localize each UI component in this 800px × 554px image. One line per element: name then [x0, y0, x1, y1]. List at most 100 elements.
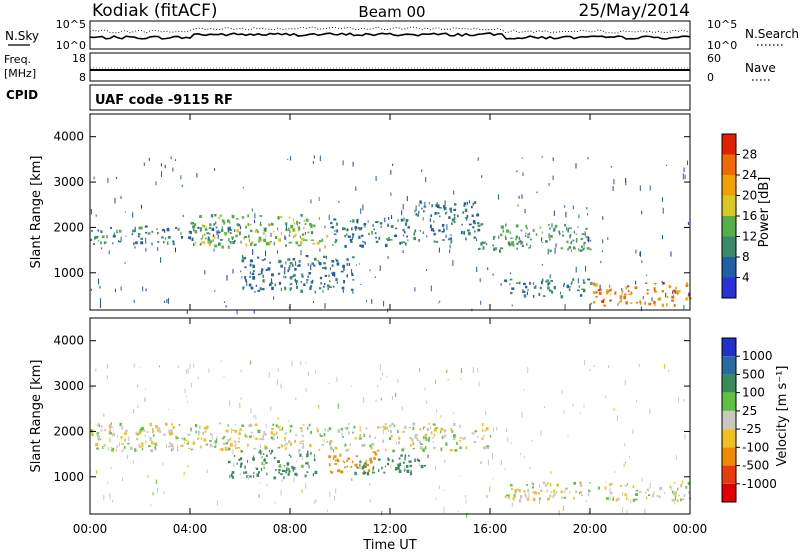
power-cell — [550, 234, 553, 238]
power-cell — [572, 278, 575, 281]
power-cell — [554, 224, 558, 228]
velocity-cell — [346, 459, 348, 462]
velocity-cell — [90, 429, 94, 433]
velocity-cell — [238, 437, 241, 440]
velocity-cell — [624, 379, 626, 386]
power-cell — [120, 236, 122, 242]
velocity-cell — [104, 428, 107, 432]
power-cell — [284, 266, 286, 273]
velocity-cell — [504, 495, 507, 498]
power-cell — [502, 229, 504, 233]
velocity-colorbar-segment — [722, 465, 736, 484]
freq-label: Freq. — [4, 53, 31, 66]
power-cell — [213, 236, 216, 239]
power-cell — [565, 211, 567, 218]
power-cell — [163, 241, 165, 244]
power-cell — [107, 177, 109, 183]
velocity-cell — [119, 442, 120, 447]
power-cell — [417, 213, 419, 217]
power-cell — [564, 224, 567, 227]
velocity-cell — [422, 426, 426, 428]
power-cell — [352, 219, 355, 223]
velocity-cell — [255, 414, 257, 420]
x-tick-label: 16:00 — [473, 522, 508, 536]
power-cell — [263, 227, 267, 232]
velocity-cell — [625, 461, 627, 464]
velocity-cell — [198, 431, 200, 437]
power-cell — [374, 276, 376, 278]
power-cell — [144, 225, 148, 228]
velocity-cell — [517, 488, 520, 492]
power-cell — [563, 284, 565, 288]
velocity-cell — [232, 448, 234, 455]
velocity-cell — [383, 471, 386, 474]
velocity-cell — [171, 448, 173, 452]
power-cell — [355, 229, 357, 231]
velocity-cell — [449, 449, 453, 452]
velocity-cell — [405, 469, 407, 472]
velocity-cell — [556, 483, 559, 487]
power-cell — [245, 278, 247, 282]
velocity-cell — [247, 460, 249, 463]
velocity-cell — [157, 488, 158, 493]
power-cell — [639, 251, 641, 256]
power-cell — [642, 296, 644, 299]
velocity-cell — [684, 433, 686, 440]
power-cell — [310, 280, 313, 284]
power-cell — [516, 242, 519, 245]
velocity-cell — [253, 455, 254, 458]
power-cell — [336, 229, 339, 232]
velocity-cell — [199, 445, 202, 449]
power-cell — [467, 229, 470, 232]
velocity-cell — [345, 449, 348, 452]
velocity-cell — [106, 375, 108, 380]
velocity-cell — [677, 494, 680, 497]
power-cell — [581, 288, 585, 291]
velocity-cell — [280, 473, 283, 476]
power-cell — [276, 250, 278, 254]
velocity-cell — [227, 448, 231, 451]
velocity-cell — [397, 463, 400, 467]
power-cell — [193, 243, 195, 246]
power-cell — [445, 211, 448, 214]
velocity-cell — [658, 495, 661, 498]
velocity-cell — [453, 434, 456, 438]
power-cell — [250, 229, 253, 233]
power-cell — [532, 228, 535, 232]
power-cell — [300, 241, 303, 244]
power-cell — [347, 235, 351, 238]
velocity-cell — [506, 494, 509, 497]
power-cell — [332, 285, 335, 288]
power-cell — [321, 267, 325, 269]
velocity-cell — [610, 483, 613, 485]
power-cell — [323, 262, 326, 265]
power-cell — [672, 289, 675, 292]
power-cell — [601, 250, 603, 253]
velocity-cell — [183, 441, 185, 444]
velocity-cell — [280, 490, 282, 496]
x-tick-label: 08:00 — [273, 522, 308, 536]
power-cell — [658, 297, 661, 301]
power-cell — [360, 227, 363, 230]
power-cell — [133, 242, 135, 246]
velocity-cell — [359, 460, 362, 464]
power-cell — [288, 227, 290, 231]
power-cell — [521, 157, 523, 159]
velocity-cell — [410, 470, 412, 474]
power-cell — [524, 235, 527, 237]
velocity-cell — [98, 436, 101, 439]
velocity-cell — [420, 443, 423, 445]
power-cell — [413, 232, 416, 236]
velocity-cell — [409, 464, 413, 468]
power-cell — [310, 199, 312, 204]
velocity-cell — [436, 409, 438, 413]
power-cell — [245, 225, 247, 229]
power-cell — [101, 247, 103, 250]
velocity-cell — [284, 432, 288, 435]
power-cell — [567, 229, 569, 233]
velocity-cell — [440, 427, 444, 431]
power-cell — [528, 247, 530, 249]
velocity-cell — [233, 455, 236, 457]
velocity-cell — [419, 440, 421, 444]
velocity-cell — [306, 471, 309, 473]
